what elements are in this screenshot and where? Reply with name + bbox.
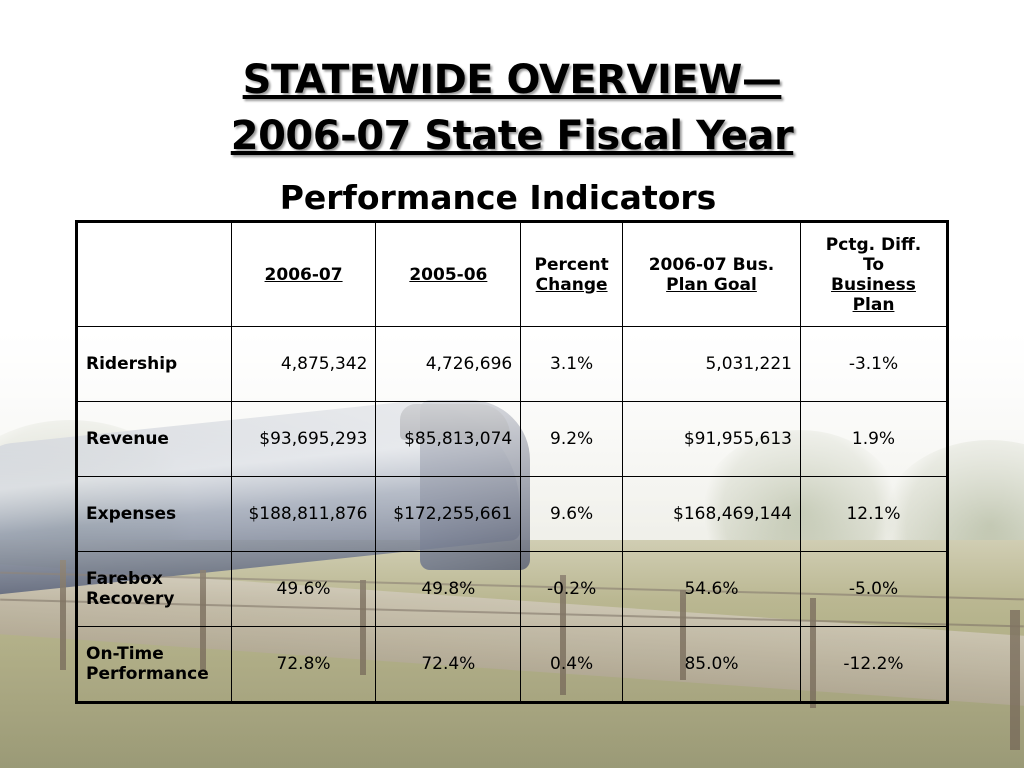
table-row: Farebox Recovery 49.6% 49.8% -0.2% 54.6%…: [76, 551, 948, 627]
header-bus-plan-goal: 2006-07 Bus. Plan Goal: [621, 221, 802, 327]
cell-pctg-diff: 1.9%: [800, 401, 948, 477]
header-text: Business: [831, 274, 916, 295]
cell-2006-07: 49.6%: [230, 551, 377, 627]
table-row: Ridership 4,875,342 4,726,696 3.1% 5,031…: [76, 326, 948, 402]
cell-plan-goal: $91,955,613: [621, 401, 802, 477]
cell-2005-06: 49.8%: [375, 551, 522, 627]
cell-plan-goal: $168,469,144: [621, 476, 802, 552]
row-label: Expenses: [76, 476, 232, 552]
row-label: On-Time Performance: [76, 626, 232, 703]
cell-2005-06: $85,813,074: [375, 401, 522, 477]
slide-title-line2: 2006-07 State Fiscal Year: [230, 113, 794, 159]
cell-plan-goal: 5,031,221: [621, 326, 802, 402]
header-pctg-diff: Pctg. Diff. To Business Plan: [800, 221, 948, 327]
slide-title: STATEWIDE OVERVIEW— 2006-07 State Fiscal…: [0, 52, 1024, 164]
cell-2005-06: $172,255,661: [375, 476, 522, 552]
cell-2006-07: 72.8%: [230, 626, 377, 703]
header-text: 2005-06: [409, 264, 488, 285]
header-text: 2006-07: [264, 264, 343, 285]
table-row: Expenses $188,811,876 $172,255,661 9.6% …: [76, 476, 948, 552]
row-label-line: On-Time: [86, 644, 164, 664]
cell-2006-07: 4,875,342: [230, 326, 377, 402]
row-label: Ridership: [76, 326, 232, 402]
cell-plan-goal: 54.6%: [621, 551, 802, 627]
cell-percent-change: 9.6%: [520, 476, 623, 552]
performance-table: 2006-07 2005-06 Percent Change 2006-07 B…: [75, 220, 949, 704]
slide-title-line1: STATEWIDE OVERVIEW—: [242, 57, 782, 103]
row-label-line: Recovery: [86, 589, 175, 609]
row-label-line: Farebox: [86, 569, 163, 589]
cell-2006-07: $188,811,876: [230, 476, 377, 552]
cell-percent-change: 9.2%: [520, 401, 623, 477]
header-text: Change: [535, 274, 608, 295]
header-text: To: [862, 254, 885, 275]
header-2006-07: 2006-07: [230, 221, 377, 327]
cell-percent-change: 0.4%: [520, 626, 623, 703]
row-label: Farebox Recovery: [76, 551, 232, 627]
header-blank: [76, 221, 232, 327]
cell-2006-07: $93,695,293: [230, 401, 377, 477]
row-label-line: Performance: [86, 664, 209, 684]
cell-pctg-diff: 12.1%: [800, 476, 948, 552]
cell-2005-06: 72.4%: [375, 626, 522, 703]
header-text: Plan Goal: [666, 274, 757, 295]
header-text: 2006-07 Bus.: [648, 254, 775, 275]
header-2005-06: 2005-06: [375, 221, 522, 327]
cell-pctg-diff: -12.2%: [800, 626, 948, 703]
slide-subtitle: Performance Indicators: [279, 178, 717, 217]
header-text: Plan: [852, 294, 895, 315]
table-header-row: 2006-07 2005-06 Percent Change 2006-07 B…: [76, 221, 948, 327]
cell-percent-change: 3.1%: [520, 326, 623, 402]
row-label: Revenue: [76, 401, 232, 477]
cell-plan-goal: 85.0%: [621, 626, 802, 703]
table-row: On-Time Performance 72.8% 72.4% 0.4% 85.…: [76, 626, 948, 703]
table-row: Revenue $93,695,293 $85,813,074 9.2% $91…: [76, 401, 948, 477]
header-percent-change: Percent Change: [520, 221, 623, 327]
cell-pctg-diff: -5.0%: [800, 551, 948, 627]
cell-2005-06: 4,726,696: [375, 326, 522, 402]
cell-percent-change: -0.2%: [520, 551, 623, 627]
header-text: Pctg. Diff.: [825, 234, 922, 255]
header-text: Percent: [534, 254, 609, 275]
cell-pctg-diff: -3.1%: [800, 326, 948, 402]
